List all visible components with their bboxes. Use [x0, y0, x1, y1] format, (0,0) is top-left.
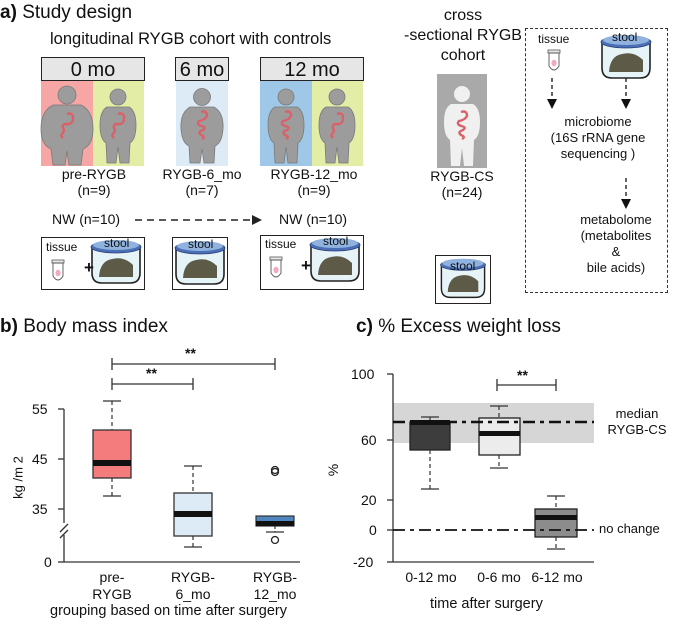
no-change-label: no change	[599, 521, 660, 536]
y-tick-45: 45	[32, 451, 48, 467]
x-tick-rygb-6mo: RYGB- 6_mo	[170, 569, 216, 602]
ewl-x-axis-label: time after surgery	[430, 596, 543, 612]
person-rygb-cs	[444, 86, 480, 166]
group-rygb-6mo: RYGB-6_mo (n=7)	[162, 166, 242, 198]
tissue-label-0mo: tissue	[46, 240, 78, 254]
significance-label: **	[146, 365, 157, 381]
median-rygb-cs-label: median RYGB-CS	[607, 406, 667, 437]
significance-bracket-pre-vs-6	[111, 378, 194, 390]
box-0-6mo	[478, 405, 521, 469]
x-tick-6-12mo: 6-12 mo	[531, 569, 583, 585]
box-rygb-12mo	[255, 465, 295, 545]
ewl-y-axis-label: %	[325, 463, 342, 477]
timepoint-12mo: 12 mo	[260, 57, 364, 81]
significance-label: **	[185, 345, 196, 361]
box-6-12mo	[534, 495, 578, 550]
panel-a-label: a)	[0, 2, 17, 23]
panel-c-title: c) % Excess weight loss	[356, 316, 561, 337]
bmi-x-axis-label: grouping based on time after surgery	[50, 603, 287, 619]
group-pre-rygb: pre-RYGB (n=9)	[61, 166, 127, 198]
longitudinal-title: longitudinal RYGB cohort with controls	[50, 30, 332, 48]
y-tick-35: 35	[32, 501, 48, 517]
y-tick-100: 100	[351, 366, 375, 382]
timepoint-6mo: 6 mo	[175, 57, 229, 81]
box-pre-rygb	[92, 400, 132, 497]
y-tick-20: 20	[361, 492, 377, 508]
x-tick-0-6mo: 0-6 mo	[477, 569, 521, 585]
significance-label: **	[517, 367, 528, 383]
stool-label-12mo: stool	[323, 234, 349, 248]
workflow-box	[525, 28, 668, 293]
microbiome-label: microbiome (16S rRNA gene sequencing )	[550, 114, 646, 161]
tissue-label-12mo: tissue	[265, 237, 297, 251]
cross-sectional-title: cross -sectional RYGB cohort	[404, 7, 522, 64]
nw-left-label: NW (n=10)	[52, 211, 121, 227]
x-tick-0-12mo: 0-12 mo	[405, 569, 457, 585]
y-tick-55: 55	[32, 401, 48, 417]
stool-label-6mo: stool	[188, 237, 214, 251]
panel-a-title: a) Study design	[0, 2, 132, 24]
y-tick-60: 60	[361, 432, 377, 448]
stool-label-0mo: stool	[104, 236, 130, 250]
y-tick-0: 0	[369, 522, 377, 538]
plus-sign-0mo: +	[84, 258, 94, 277]
nw-right-label: NW (n=10)	[279, 211, 348, 227]
panel-b-title: b) Body mass index	[0, 316, 168, 337]
workflow-stool-label: stool	[612, 30, 638, 44]
timepoint-0mo: 0 mo	[41, 57, 145, 81]
x-tick-rygb-12mo: RYGB- 12_mo	[252, 569, 298, 602]
box-rygb-6mo	[173, 465, 213, 548]
stool-label-cs: stool	[450, 259, 476, 273]
y-tick-0: 0	[44, 554, 52, 570]
metabolome-label: metabolome (metabolites & bile acids)	[580, 212, 652, 275]
significance-bracket-0-6-vs-6-12	[496, 379, 557, 391]
plus-sign-12mo: +	[301, 256, 311, 275]
group-rygb-cs: RYGB-CS (n=24)	[430, 168, 494, 200]
workflow-tissue-label: tissue	[538, 32, 570, 46]
box-0-12mo	[409, 416, 451, 490]
y-tick-minus-20: -20	[353, 554, 374, 570]
group-rygb-12mo: RYGB-12_mo (n=9)	[270, 166, 358, 198]
x-tick-pre-rygb: pre- RYGB	[92, 569, 132, 602]
panel-a-title-text: Study design	[22, 2, 133, 23]
significance-bracket-pre-vs-12	[111, 358, 276, 370]
axis-break-icon	[59, 523, 69, 533]
